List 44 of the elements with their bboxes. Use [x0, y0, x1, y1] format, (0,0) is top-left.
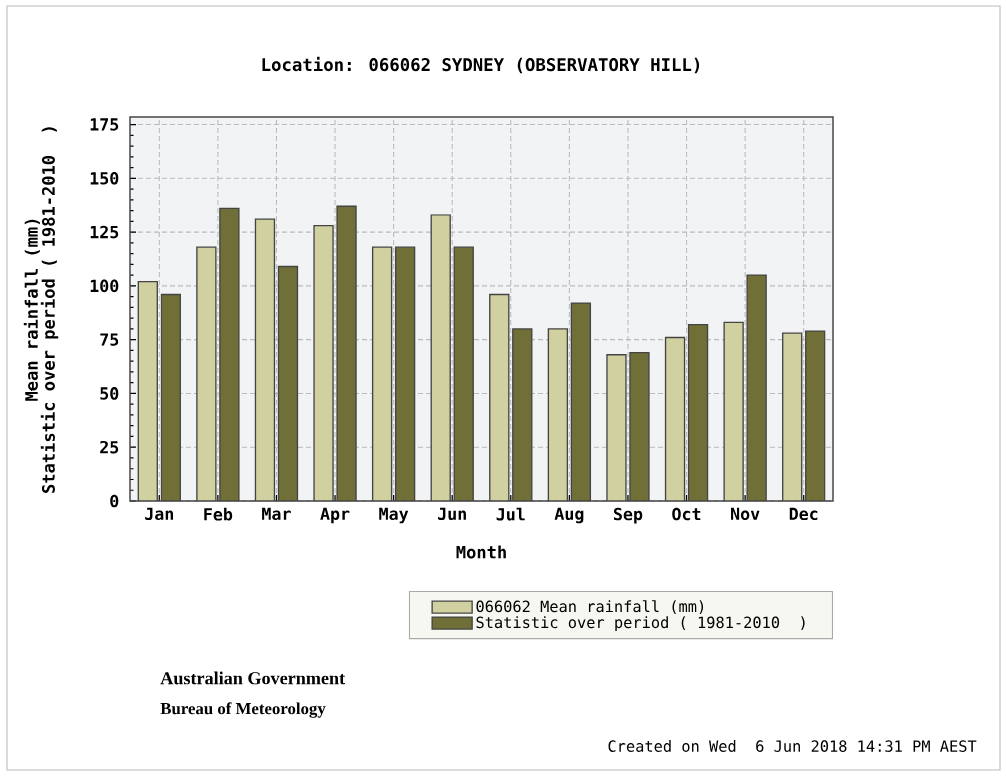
bar: [512, 328, 532, 501]
x-axis-title: Month: [456, 545, 506, 559]
bar: [395, 247, 415, 501]
x-tick-label: Dec: [789, 507, 818, 521]
text: Created on Wed 6 Jun 2018 14:31 PM AEST: [608, 740, 977, 752]
y-tick-label: 100: [90, 279, 119, 293]
y-tick-label: 150: [90, 172, 119, 185]
bar: [454, 247, 474, 501]
x-tick-label: Jun: [438, 507, 466, 521]
x-tick-label: Mar: [262, 507, 291, 521]
bar: [688, 324, 708, 501]
x-tick-label: Sep: [613, 507, 643, 524]
x-tick-label: Feb: [204, 507, 233, 521]
y-tick-label: 0: [110, 494, 119, 508]
chart-title: Location: 066062 SYDNEY (OBSERVATORY HILL): [262, 56, 700, 74]
x-tick-label: Oct: [672, 507, 701, 521]
x-tick-label: Apr: [320, 507, 350, 524]
y-tick-label: 75: [100, 333, 119, 346]
text: Bureau of Meteorology: [160, 702, 326, 718]
y-tick-label: 50: [100, 387, 119, 400]
bar: [161, 294, 181, 501]
bar: [372, 247, 392, 501]
bar: [571, 303, 591, 501]
bar: [138, 281, 158, 501]
bar: [489, 294, 509, 501]
text: Australian Government: [160, 671, 346, 685]
bar: [805, 330, 826, 501]
x-tick-label: Aug: [554, 507, 584, 524]
legend-label: Statistic over period ( 1981-2010 ): [476, 616, 805, 632]
x-tick-label: Nov: [731, 507, 760, 521]
bar: [278, 266, 298, 501]
y-axis-title: Mean rainfall (mm) Statistic over period ( 1981-2010 ): [23, 127, 59, 493]
y-tick-label: 25: [100, 440, 119, 454]
bar: [665, 337, 685, 501]
bar: [782, 332, 803, 501]
x-tick-label: May: [379, 507, 409, 524]
bar: [431, 214, 451, 501]
x-tick-label: Jul: [496, 507, 525, 521]
x-tick-label: Jan: [145, 507, 174, 521]
y-tick-label: 125: [90, 225, 119, 239]
bar: [548, 328, 568, 501]
y-tick-label: 175: [90, 118, 119, 131]
legend-label: 066062 Mean rainfall (mm): [476, 600, 704, 614]
bar: [255, 219, 275, 501]
